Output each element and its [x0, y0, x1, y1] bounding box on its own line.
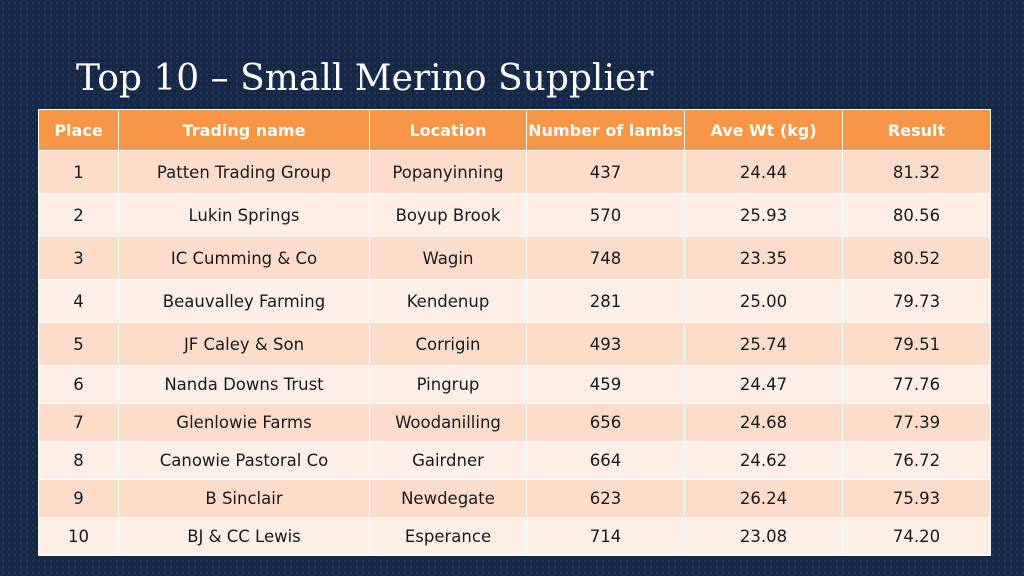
- cell-location: Corrigin: [369, 322, 527, 366]
- cell-result: 75.93: [842, 479, 991, 518]
- cell-ave-wt: 26.24: [684, 479, 843, 518]
- table-row: 3 IC Cumming & Co Wagin 748 23.35 80.52: [38, 236, 991, 280]
- cell-trading-name: Lukin Springs: [118, 193, 370, 237]
- slide-title: Top 10 – Small Merino Supplier: [76, 58, 654, 99]
- cell-place: 5: [38, 322, 119, 366]
- cell-location: Newdegate: [369, 479, 527, 518]
- cell-result: 79.73: [842, 279, 991, 323]
- cell-location: Esperance: [369, 517, 527, 556]
- table-row: 8 Canowie Pastoral Co Gairdner 664 24.62…: [38, 441, 991, 480]
- cell-place: 7: [38, 403, 119, 442]
- table-header-row: Place Trading name Location Number of la…: [38, 109, 991, 151]
- cell-ave-wt: 25.93: [684, 193, 843, 237]
- cell-trading-name: JF Caley & Son: [118, 322, 370, 366]
- header-trading-name: Trading name: [118, 109, 370, 151]
- cell-place: 3: [38, 236, 119, 280]
- cell-place: 8: [38, 441, 119, 480]
- cell-trading-name: Glenlowie Farms: [118, 403, 370, 442]
- cell-location: Gairdner: [369, 441, 527, 480]
- header-ave-wt: Ave Wt (kg): [684, 109, 843, 151]
- cell-number-of-lambs: 664: [526, 441, 685, 480]
- cell-location: Kendenup: [369, 279, 527, 323]
- cell-ave-wt: 24.44: [684, 150, 843, 194]
- cell-trading-name: Beauvalley Farming: [118, 279, 370, 323]
- cell-result: 74.20: [842, 517, 991, 556]
- cell-location: Pingrup: [369, 365, 527, 404]
- table-row: 1 Patten Trading Group Popanyinning 437 …: [38, 150, 991, 194]
- header-place: Place: [38, 109, 119, 151]
- cell-result: 77.76: [842, 365, 991, 404]
- cell-trading-name: IC Cumming & Co: [118, 236, 370, 280]
- cell-result: 80.52: [842, 236, 991, 280]
- table-row: 5 JF Caley & Son Corrigin 493 25.74 79.5…: [38, 322, 991, 366]
- supplier-table: Place Trading name Location Number of la…: [38, 109, 991, 556]
- cell-result: 77.39: [842, 403, 991, 442]
- cell-number-of-lambs: 437: [526, 150, 685, 194]
- table-row: 7 Glenlowie Farms Woodanilling 656 24.68…: [38, 403, 991, 442]
- cell-result: 80.56: [842, 193, 991, 237]
- cell-ave-wt: 24.62: [684, 441, 843, 480]
- cell-trading-name: Canowie Pastoral Co: [118, 441, 370, 480]
- table-row: 10 BJ & CC Lewis Esperance 714 23.08 74.…: [38, 517, 991, 556]
- header-result: Result: [842, 109, 991, 151]
- cell-number-of-lambs: 623: [526, 479, 685, 518]
- cell-number-of-lambs: 748: [526, 236, 685, 280]
- cell-ave-wt: 25.00: [684, 279, 843, 323]
- cell-result: 76.72: [842, 441, 991, 480]
- table-row: 9 B Sinclair Newdegate 623 26.24 75.93: [38, 479, 991, 518]
- cell-number-of-lambs: 714: [526, 517, 685, 556]
- cell-ave-wt: 25.74: [684, 322, 843, 366]
- cell-number-of-lambs: 570: [526, 193, 685, 237]
- cell-place: 6: [38, 365, 119, 404]
- cell-trading-name: Patten Trading Group: [118, 150, 370, 194]
- table-row: 6 Nanda Downs Trust Pingrup 459 24.47 77…: [38, 365, 991, 404]
- cell-number-of-lambs: 281: [526, 279, 685, 323]
- cell-number-of-lambs: 493: [526, 322, 685, 366]
- cell-ave-wt: 24.47: [684, 365, 843, 404]
- cell-place: 4: [38, 279, 119, 323]
- cell-place: 1: [38, 150, 119, 194]
- cell-result: 79.51: [842, 322, 991, 366]
- cell-number-of-lambs: 656: [526, 403, 685, 442]
- cell-number-of-lambs: 459: [526, 365, 685, 404]
- cell-ave-wt: 23.35: [684, 236, 843, 280]
- cell-trading-name: BJ & CC Lewis: [118, 517, 370, 556]
- table-row: 2 Lukin Springs Boyup Brook 570 25.93 80…: [38, 193, 991, 237]
- cell-place: 2: [38, 193, 119, 237]
- cell-place: 10: [38, 517, 119, 556]
- cell-location: Wagin: [369, 236, 527, 280]
- header-number-of-lambs: Number of lambs: [526, 109, 685, 151]
- header-location: Location: [369, 109, 527, 151]
- cell-trading-name: B Sinclair: [118, 479, 370, 518]
- cell-ave-wt: 24.68: [684, 403, 843, 442]
- cell-location: Woodanilling: [369, 403, 527, 442]
- cell-result: 81.32: [842, 150, 991, 194]
- cell-place: 9: [38, 479, 119, 518]
- cell-location: Popanyinning: [369, 150, 527, 194]
- cell-trading-name: Nanda Downs Trust: [118, 365, 370, 404]
- cell-location: Boyup Brook: [369, 193, 527, 237]
- table-row: 4 Beauvalley Farming Kendenup 281 25.00 …: [38, 279, 991, 323]
- cell-ave-wt: 23.08: [684, 517, 843, 556]
